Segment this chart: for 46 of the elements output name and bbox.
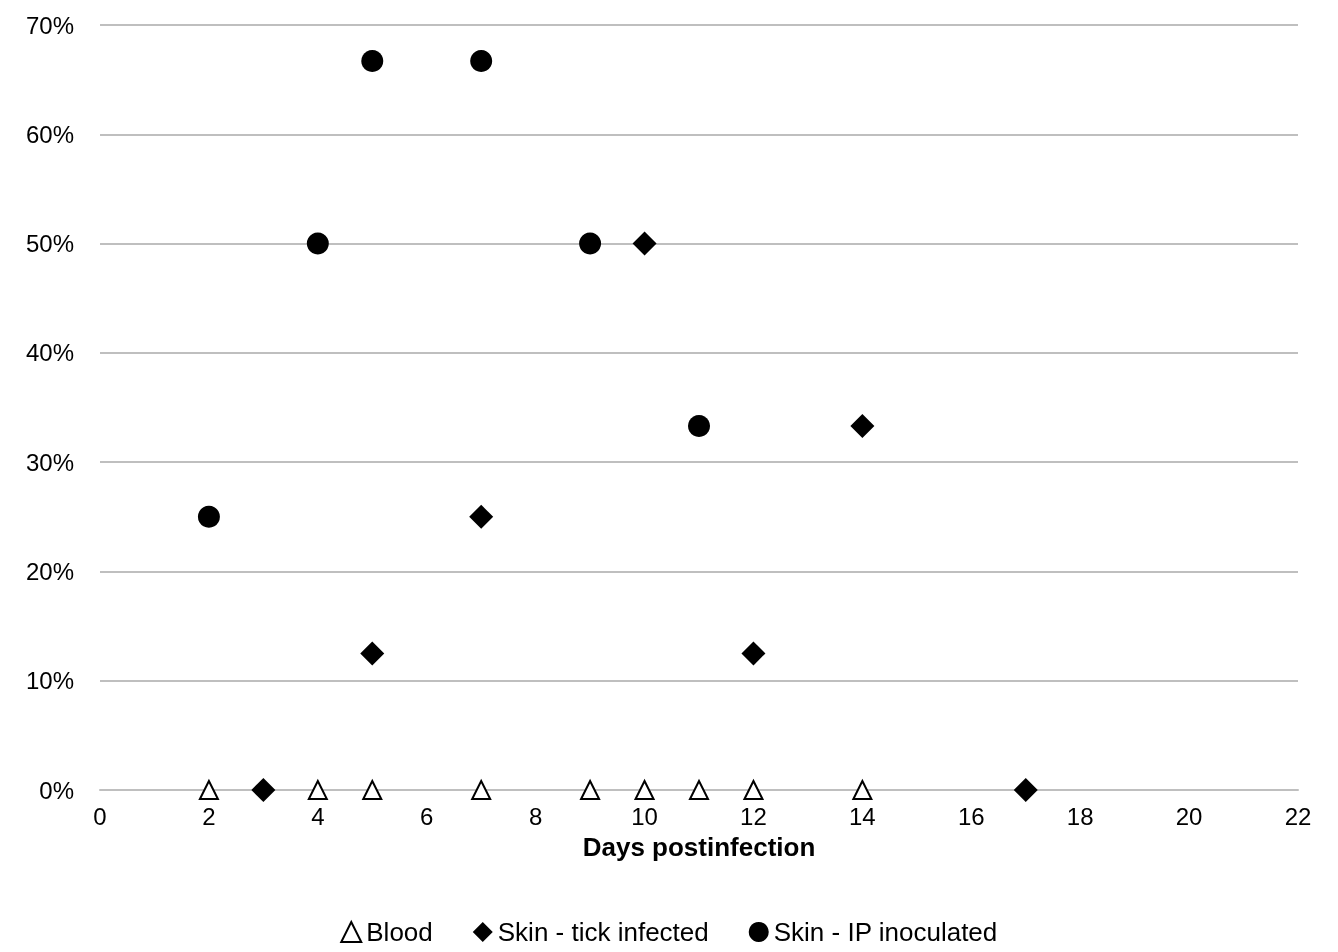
- point: [634, 780, 655, 800]
- point: [688, 415, 710, 438]
- x-tick-label: 0: [93, 802, 107, 830]
- x-tick-label: 16: [957, 802, 985, 830]
- y-tick-label: 70%: [25, 11, 74, 39]
- point: [361, 50, 384, 73]
- x-tick-label: 20: [1175, 802, 1203, 830]
- y-tick-label: 30%: [25, 448, 74, 476]
- point: [689, 780, 709, 800]
- point: [743, 780, 764, 800]
- legend-label: Skin - tick infected: [497, 917, 709, 947]
- point: [197, 505, 220, 528]
- y-tick-label: 20%: [25, 557, 74, 585]
- point: [741, 641, 766, 666]
- point: [852, 780, 873, 800]
- point: [580, 780, 601, 800]
- legend-label: Skin - IP inoculated: [773, 917, 998, 947]
- point: [360, 641, 385, 666]
- point: [362, 780, 383, 800]
- point: [251, 778, 276, 802]
- x-tick-label: 2: [202, 802, 216, 830]
- legend-label: Blood: [366, 917, 433, 947]
- point: [632, 231, 657, 256]
- point: [306, 232, 329, 255]
- point: [850, 414, 875, 439]
- point: [469, 504, 494, 529]
- x-tick-label: 12: [740, 802, 767, 830]
- y-tick-label: 60%: [25, 120, 74, 148]
- y-tick-label: 0%: [39, 776, 74, 804]
- y-tick-label: 40%: [25, 339, 74, 367]
- x-tick-label: 6: [420, 802, 434, 830]
- x-tick-label: 10: [631, 802, 658, 830]
- point: [471, 780, 492, 800]
- y-tick-label: 10%: [25, 667, 74, 695]
- x-tick-label: 4: [311, 802, 325, 830]
- x-tick-label: 22: [1284, 802, 1312, 830]
- point: [307, 780, 328, 800]
- point: [1013, 778, 1038, 802]
- point: [198, 780, 219, 800]
- x-axis-title: Days postinfection: [582, 832, 816, 862]
- y-tick-label: 50%: [25, 230, 74, 258]
- x-tick-label: 18: [1066, 802, 1094, 830]
- x-tick-label: 14: [849, 802, 876, 830]
- point: [470, 50, 493, 73]
- point: [579, 232, 602, 255]
- x-tick-label: 8: [528, 802, 543, 830]
